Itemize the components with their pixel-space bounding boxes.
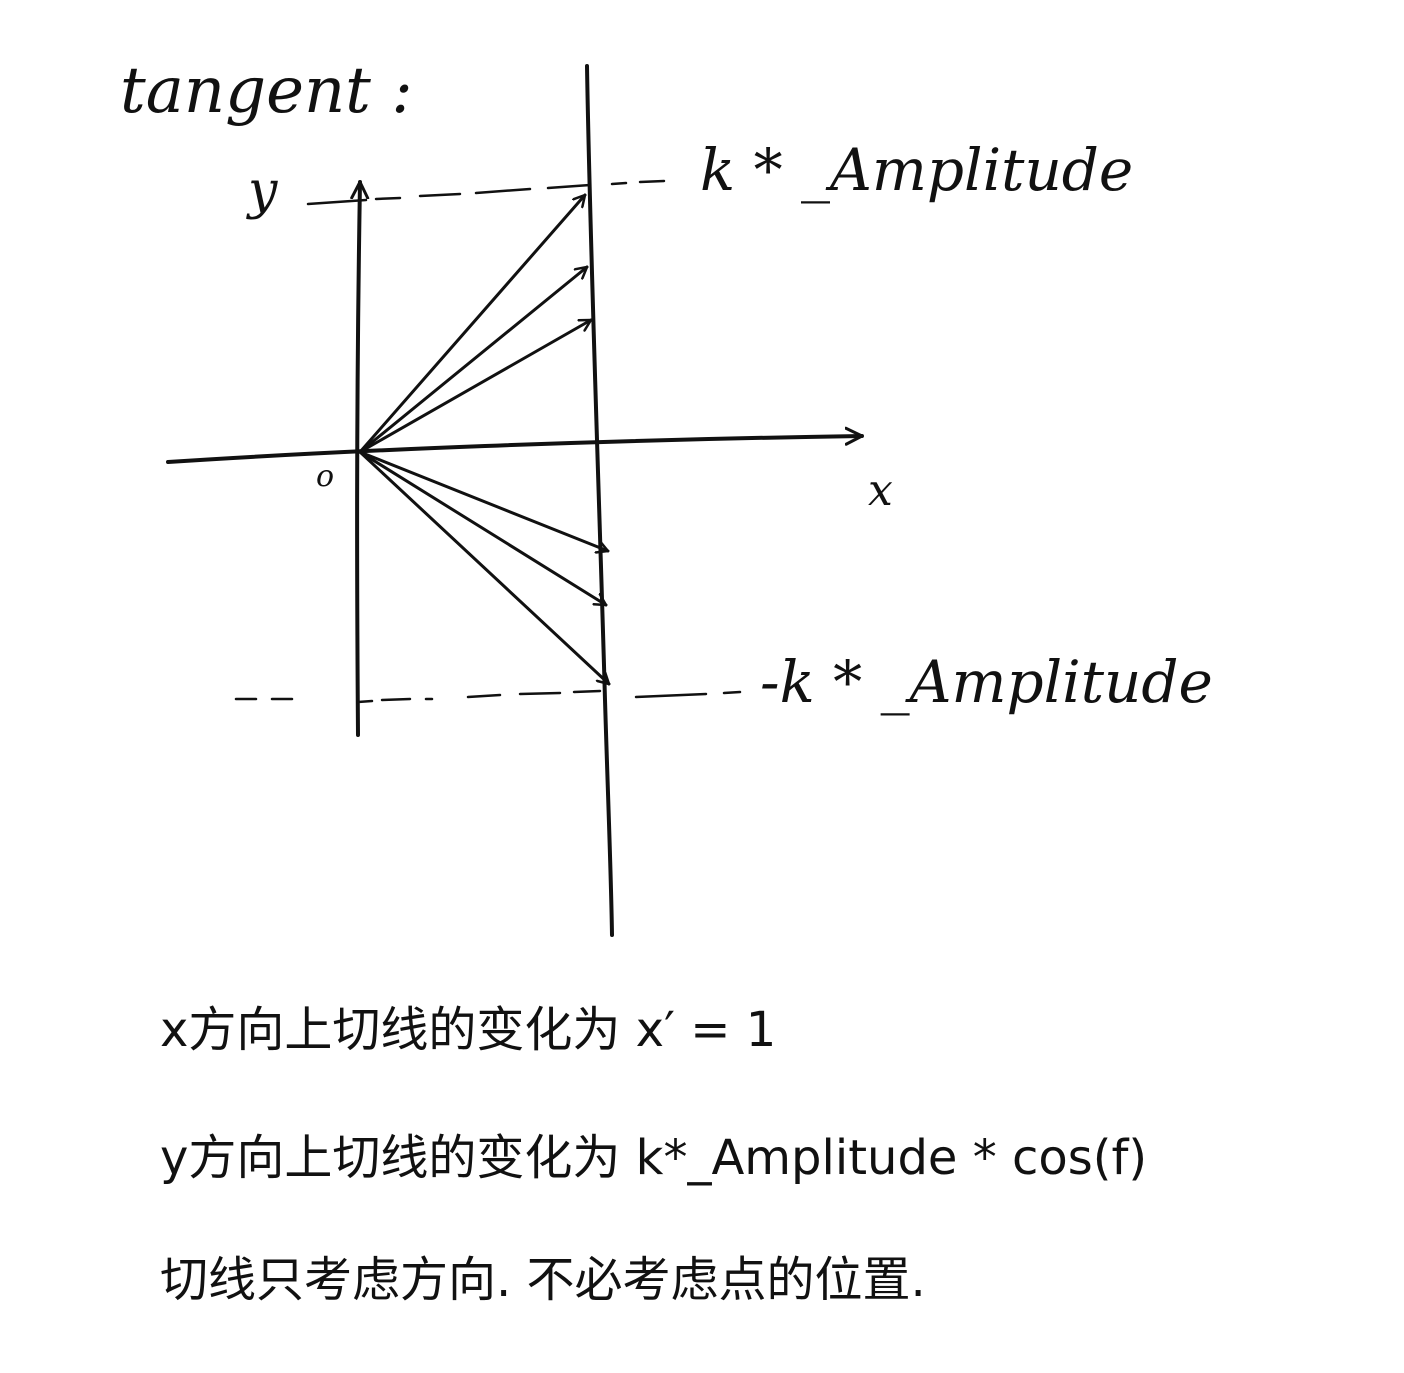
note-x-direction: x方向上切线的变化为 x′ = 1 — [160, 1002, 777, 1058]
note-y-direction: y方向上切线的变化为 k*_Amplitude * cos(f) — [160, 1130, 1148, 1186]
x-axis — [166, 436, 864, 464]
tangent-line — [585, 64, 614, 937]
bottom-level-label: -k * _Amplitude — [760, 648, 1213, 716]
tangent-vectors — [358, 193, 611, 686]
top-level-dashed-line — [306, 179, 666, 206]
tangent-vector-4 — [358, 450, 610, 551]
note-direction-only: 切线只考虑方向. 不必考虑点的位置. — [160, 1252, 926, 1308]
top-level-label: k * _Amplitude — [700, 136, 1133, 204]
tangent-vector-2 — [358, 265, 589, 454]
tangent-vector-3 — [358, 318, 593, 454]
tangent-vector-6 — [358, 450, 611, 686]
tangent-vector-1 — [358, 193, 587, 454]
bottom-level-dashed-line — [234, 689, 742, 704]
diagram-title: tangent : — [120, 54, 413, 128]
tangent-vector-5 — [358, 450, 608, 607]
origin-label: o — [316, 459, 334, 494]
y-axis-label: y — [246, 161, 278, 221]
y-axis — [357, 180, 360, 737]
x-axis-label: x — [868, 465, 893, 516]
